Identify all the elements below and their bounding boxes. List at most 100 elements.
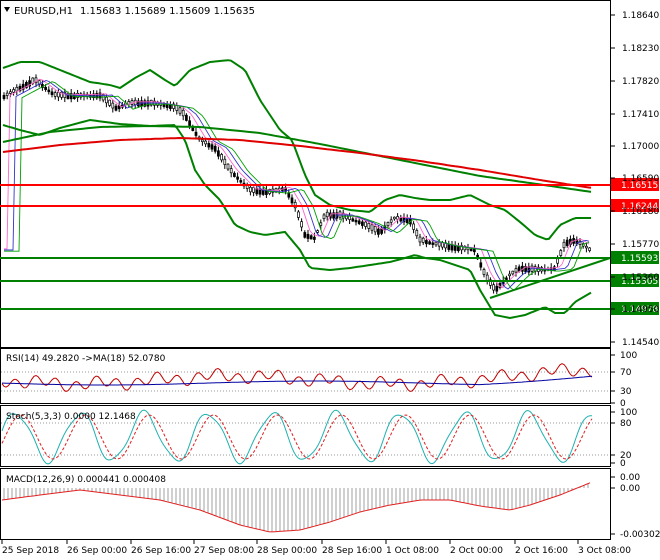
- candle-body: [223, 158, 227, 165]
- candle-body: [434, 241, 438, 246]
- candle-body: [473, 248, 476, 253]
- candle-body: [306, 233, 310, 239]
- time-tick-label: 28 Sep 00:00: [257, 546, 317, 556]
- candle-body: [508, 273, 511, 277]
- macd-panel[interactable]: [0, 468, 611, 540]
- candle-body: [5, 92, 9, 96]
- candle-body: [181, 109, 185, 117]
- price-tick-label: 1.18640: [622, 11, 659, 21]
- short-ma-line: [4, 81, 590, 291]
- candle-body: [377, 228, 380, 235]
- time-tick-label: 26 Sep 00:00: [67, 546, 127, 556]
- price-tick-label: 1.16180: [622, 207, 659, 217]
- candle-body: [361, 221, 364, 226]
- level-price-marker: [611, 199, 659, 212]
- candle-body: [169, 104, 172, 109]
- time-tick-label: 2 Oct 16:00: [515, 546, 568, 556]
- stoch-label: Stoch(5,3,3) 0.0000 12.1468: [6, 412, 136, 422]
- trend-line[interactable]: [489, 257, 611, 299]
- candle-body: [389, 219, 393, 223]
- candle-body: [437, 242, 441, 247]
- candle-body: [332, 212, 335, 219]
- candle-body: [21, 83, 25, 90]
- candle-body: [50, 91, 54, 95]
- candle-body: [447, 243, 451, 250]
- candle-body: [34, 77, 38, 84]
- stoch-panel[interactable]: [0, 405, 611, 467]
- candle-body: [300, 221, 303, 228]
- stochastic-series: [1, 409, 610, 465]
- level-price-label: 1.16515: [621, 181, 658, 191]
- candle-body: [172, 103, 175, 109]
- candle-body: [370, 224, 374, 231]
- candle-body: [18, 85, 22, 92]
- candle-body: [146, 100, 150, 107]
- candle-body: [418, 236, 422, 243]
- rsi-line: [1, 363, 593, 392]
- candle-body: [559, 250, 563, 256]
- time-tick-label: 25 Sep 2018: [2, 546, 59, 556]
- horizontal-levels[interactable]: 1.16515 1.16244 1.15593 1.15305 1.14978: [0, 178, 659, 315]
- rsi-tick-label: 70: [620, 368, 632, 378]
- candle-body: [460, 245, 463, 251]
- candle-body: [511, 270, 515, 275]
- level-price-label: 1.16244: [621, 202, 658, 212]
- macd-tick-label: 0.00: [620, 484, 640, 494]
- candle-body: [47, 89, 51, 93]
- time-tick-label: 27 Sep 08:00: [194, 546, 254, 556]
- rsi-panel[interactable]: [0, 348, 611, 404]
- candle-body: [233, 172, 236, 177]
- macd-series: [1, 482, 591, 533]
- candle-body: [53, 92, 57, 97]
- candle-body: [287, 192, 291, 198]
- candle-body: [217, 150, 220, 157]
- macd-signal-line: [1, 482, 591, 533]
- candle-body: [63, 91, 67, 98]
- candle-body: [143, 100, 147, 107]
- candle-body: [319, 222, 323, 226]
- price-tick-label: 1.16590: [622, 174, 659, 184]
- time-axis: 25 Sep 2018 26 Sep 00:00 26 Sep 16:00 27 Se…: [1, 540, 631, 556]
- candle-body: [428, 241, 431, 245]
- macd-label: MACD(12,26,9) 0.000441 0.000408: [6, 475, 166, 485]
- rsi-series: [1, 363, 610, 392]
- candle-body: [393, 216, 396, 220]
- level-price-label: 1.15305: [621, 277, 658, 287]
- candle-body: [489, 279, 492, 286]
- candle-body: [66, 92, 70, 100]
- candle-body: [562, 241, 566, 249]
- candle-body: [239, 180, 243, 183]
- candle-body: [226, 163, 230, 170]
- collapse-triangle-icon[interactable]: [4, 7, 10, 12]
- time-tick-label: 28 Sep 16:00: [322, 546, 382, 556]
- stoch-tick-label: 20: [620, 451, 632, 461]
- candle-body: [210, 144, 214, 150]
- candle-body: [479, 262, 483, 268]
- level-price-label: 1.14978: [621, 305, 658, 315]
- candle-body: [162, 104, 166, 107]
- candle-body: [165, 104, 169, 108]
- candle-body: [354, 219, 358, 223]
- candle-body: [60, 91, 63, 98]
- candle-body: [105, 96, 108, 104]
- candle-body: [2, 94, 6, 99]
- price-tick-label: 1.17410: [622, 110, 659, 120]
- candle-body: [556, 258, 559, 264]
- candle-body: [236, 176, 239, 180]
- candle-body: [188, 120, 191, 126]
- candle-body: [415, 230, 419, 237]
- candle-body: [252, 186, 255, 193]
- level-price-label: 1.15593: [621, 254, 658, 264]
- candle-body: [485, 274, 489, 281]
- time-tick-label: 26 Sep 16:00: [131, 546, 191, 556]
- short-ma-line: [4, 78, 590, 289]
- candle-body: [421, 237, 425, 243]
- candle-body: [412, 223, 415, 230]
- ohlc-readout: 1.15683 1.15689 1.15609 1.15635: [80, 6, 255, 17]
- candle-body: [325, 211, 329, 218]
- candle-body: [204, 140, 207, 145]
- price-tick-label: 1.14950: [622, 305, 659, 315]
- candle-body: [514, 268, 518, 273]
